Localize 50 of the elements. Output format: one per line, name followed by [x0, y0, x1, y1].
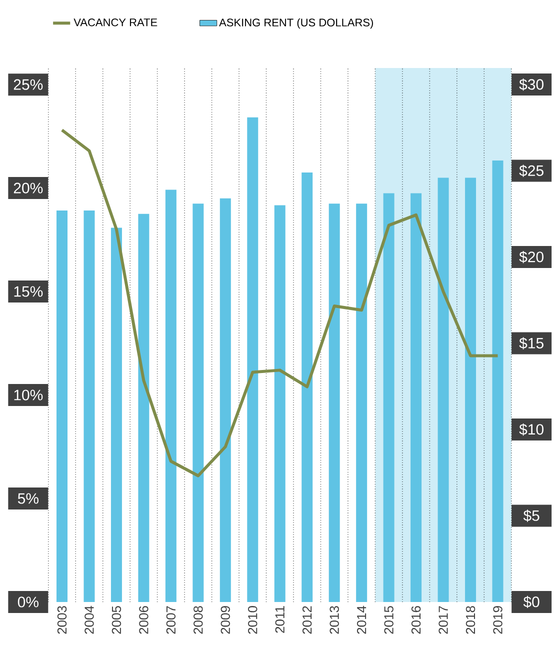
- y-tick-label: 25%: [14, 79, 43, 90]
- x-tick-label: 2019: [493, 606, 502, 634]
- bar: [110, 228, 122, 602]
- y-tick-label: 5%: [18, 493, 38, 504]
- x-tick-label: 2012: [302, 606, 312, 634]
- y-tick-label: 20%: [14, 182, 43, 194]
- x-tick-label: 2007: [166, 606, 176, 634]
- bar: [328, 204, 340, 602]
- x-tick-label: 2018: [466, 606, 476, 634]
- x-tick-label: 2011: [275, 606, 284, 633]
- x-tick-label: 2009: [220, 606, 230, 634]
- x-tick-label: 2004: [84, 606, 94, 634]
- y2-tick-label: $5: [523, 510, 540, 522]
- y-tick-label: 0%: [18, 596, 38, 608]
- x-tick-label: 2014: [356, 606, 366, 634]
- y2-tick-label: $0: [523, 596, 540, 608]
- legend-label: VACANCY RATE: [74, 18, 158, 26]
- y2-tick-label: $15: [519, 337, 544, 350]
- x-tick-label: 2013: [330, 606, 339, 634]
- bar: [192, 204, 204, 602]
- y2-tick-label: $10: [519, 423, 544, 436]
- x-tick-label: 2003: [57, 606, 67, 634]
- bar: [302, 172, 313, 602]
- y-tick-label: 15%: [14, 286, 43, 297]
- bar: [247, 117, 258, 602]
- x-tick-label: 2008: [194, 606, 203, 634]
- x-tick-label: 2010: [248, 606, 258, 634]
- y2-tick-label: $30: [519, 78, 544, 91]
- bar: [438, 178, 449, 602]
- x-tick-label: 2006: [139, 606, 148, 634]
- x-tick-label: 2016: [411, 606, 421, 634]
- y2-tick-label: $25: [519, 164, 544, 177]
- y2-tick-label: $20: [519, 250, 544, 264]
- x-tick-label: 2017: [438, 606, 448, 634]
- y-tick-label: 10%: [14, 390, 43, 400]
- x-tick-label: 2005: [112, 606, 122, 634]
- bar: [56, 210, 68, 602]
- bar: [492, 160, 504, 602]
- line-series: [60, 128, 500, 478]
- bar: [383, 193, 394, 602]
- bar: [274, 205, 286, 602]
- x-tick-label: 2015: [384, 606, 394, 634]
- bar: [220, 198, 231, 602]
- bar: [165, 190, 176, 602]
- bar: [84, 210, 95, 602]
- legend-label: ASKING RENT (US DOLLARS): [219, 18, 373, 29]
- bar: [138, 214, 150, 602]
- bar: [410, 193, 422, 602]
- bar: [465, 178, 476, 602]
- bar: [356, 204, 368, 602]
